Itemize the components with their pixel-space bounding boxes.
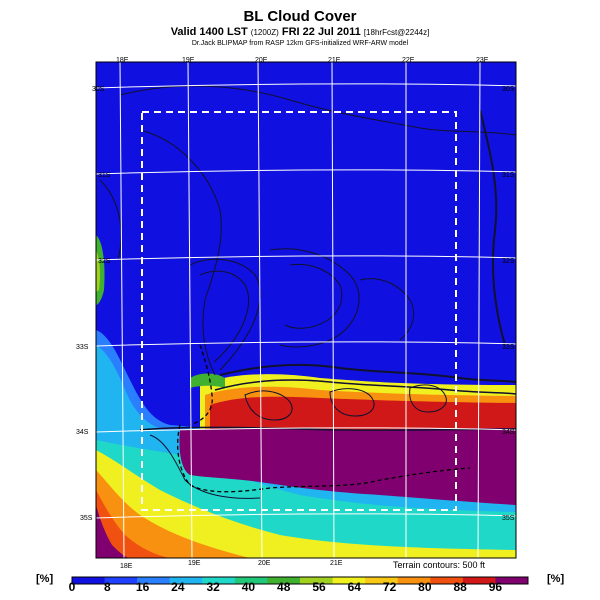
- utc-time: (1200Z): [250, 28, 279, 37]
- lat-label-right-5: 35S: [502, 515, 515, 522]
- model-credit: Dr.Jack BLIPMAP from RASP 12km GFS-initi…: [191, 40, 409, 47]
- lon-label-top-3: 21E: [328, 57, 341, 64]
- lon-label-bottom-3: 21E: [330, 560, 343, 567]
- lat-label-right-4: 34S: [502, 429, 515, 436]
- coastal-cloud-red: [210, 396, 516, 430]
- lat-lon-grid: [96, 62, 516, 558]
- lat-label-left-1: 31S: [98, 172, 111, 179]
- coastal-cloud-green-edge: [190, 373, 225, 388]
- map-subtitle: Valid 1400 LST (1200Z) FRI 22 Jul 2011 […: [0, 26, 600, 38]
- west-edge-feature-yellow: [96, 250, 100, 292]
- southern-ocean-red: [96, 490, 170, 558]
- lat-label-right-3: 33S: [502, 344, 515, 351]
- map-frame: [95, 61, 517, 559]
- inner-domain-box: [141, 111, 457, 511]
- lon-label-top-5: 23E: [476, 57, 489, 64]
- lat-label-right-2: 32S: [502, 258, 515, 265]
- lon-label-bottom-2: 20E: [258, 560, 271, 567]
- lon-label-top-0: 18E: [116, 57, 129, 64]
- terrain-contours-note: Terrain contours: 500 ft: [390, 560, 489, 570]
- forecast-info: [18hrFcst@2244z]: [363, 28, 430, 37]
- coastal-cloud-purple: [179, 428, 516, 505]
- coastline-west: [189, 344, 213, 426]
- lon-label-bottom-0: 18E: [120, 563, 133, 570]
- lat-label-right-1: 31S: [502, 172, 515, 179]
- lat-label-right-0: 30S: [502, 86, 515, 93]
- lon-label-top-4: 22E: [402, 57, 415, 64]
- lat-label-left-0: 30S: [92, 86, 105, 93]
- map-title: BL Cloud Cover: [243, 8, 357, 25]
- west-coast-band-cyan: [96, 345, 165, 430]
- lat-label-left-3: 33S: [76, 344, 89, 351]
- lat-label-left-2: 32S: [98, 258, 111, 265]
- southern-ocean-orange: [96, 470, 250, 558]
- lat-label-left-5: 35S: [80, 515, 93, 522]
- colorbar-unit-right: [%]: [547, 573, 565, 585]
- colorbar-unit-left: [%]: [36, 573, 54, 585]
- lon-label-bottom-1: 19E: [188, 560, 201, 567]
- lon-label-top-2: 20E: [255, 57, 268, 64]
- valid-time: Valid 1400 LST: [170, 26, 248, 38]
- southern-ocean-purple: [96, 505, 130, 558]
- lon-label-top-1: 19E: [182, 57, 195, 64]
- southern-ocean-yellow: [96, 450, 516, 558]
- valid-date: FRI 22 Jul 2011: [281, 26, 361, 38]
- coastline: [177, 424, 471, 493]
- lat-label-left-4: 34S: [76, 429, 89, 436]
